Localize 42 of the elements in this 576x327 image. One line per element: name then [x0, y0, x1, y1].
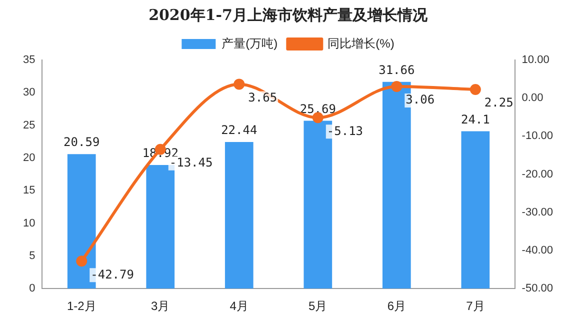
y-tick-label: 0	[29, 282, 36, 295]
y-tick-label: 25	[22, 119, 36, 132]
y-tick-label: 10	[22, 217, 36, 230]
y-tick-label: 35	[22, 54, 36, 66]
y2-tick-label: 10.00	[522, 54, 550, 66]
data-label: 2.25	[484, 96, 514, 110]
bar	[224, 142, 254, 289]
data-label: 22.44	[221, 123, 258, 138]
data-label: 25.69	[300, 102, 336, 116]
y2-tick-label: -20.00	[522, 168, 554, 180]
y2-tick-label: -10.00	[522, 130, 554, 142]
x-tick-label: 1-2月	[66, 299, 96, 314]
y-tick-label: 15	[22, 184, 36, 197]
bar	[146, 165, 175, 289]
point	[470, 84, 481, 96]
y2-tick-label: -50.00	[522, 282, 554, 295]
data-label: 24.1	[460, 112, 490, 126]
data-label: 31.66	[378, 62, 415, 77]
legend-label: 产量(万吨)	[222, 36, 278, 50]
y2-tick-label: -40.00	[522, 244, 554, 257]
y-tick-label: 5	[29, 250, 36, 262]
point	[234, 78, 245, 90]
chart-title: 2020年1-7月上海市饮料产量及增长情况	[148, 6, 428, 25]
data-label: 20.59	[64, 135, 100, 150]
x-tick-label: 3月	[151, 299, 170, 314]
data-label: -5.13	[326, 124, 364, 138]
x-tick-label: 4月	[230, 299, 248, 314]
y2-tick-label: -30.00	[522, 206, 554, 218]
y-tick-label: 20	[22, 152, 36, 164]
x-tick-label: 5月	[308, 299, 328, 314]
data-label: -42.79	[90, 267, 134, 282]
point	[76, 256, 88, 267]
legend-label: 同比增长(%)	[328, 36, 394, 50]
y2-tick-label: 0.00	[522, 92, 544, 104]
x-tick-label: 6月	[387, 299, 406, 314]
point	[391, 80, 402, 92]
x-tick-label: 7月	[466, 299, 485, 314]
data-label: 3.65	[248, 90, 278, 104]
bar	[461, 131, 490, 289]
data-label: -13.45	[169, 155, 213, 170]
data-label: 3.06	[406, 92, 435, 107]
y-tick-label: 30	[22, 86, 36, 99]
